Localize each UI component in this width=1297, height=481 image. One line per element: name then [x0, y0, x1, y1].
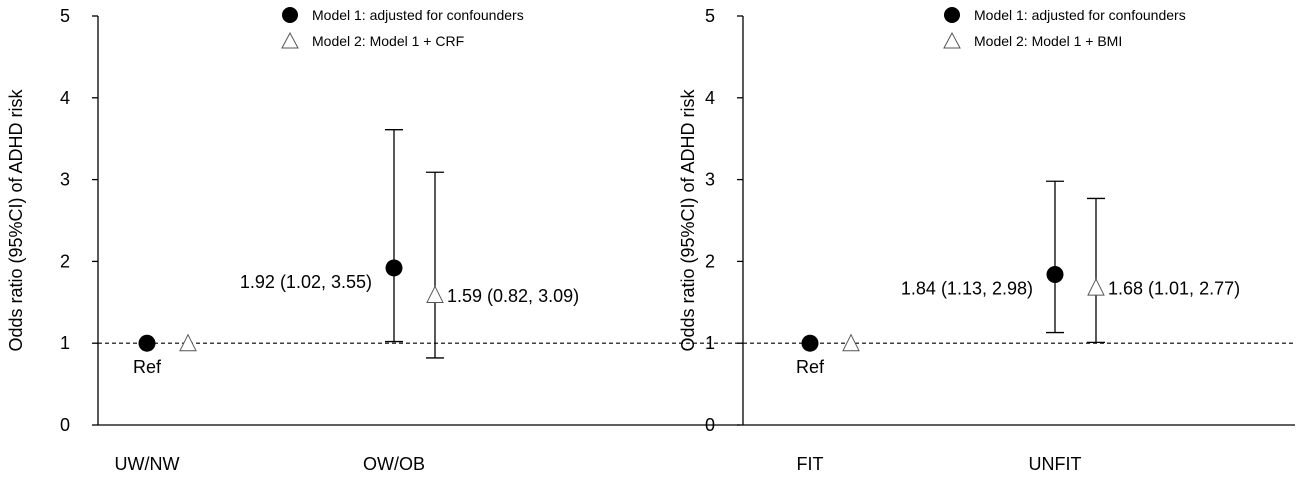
legend-model2-marker — [281, 31, 299, 49]
model1-point — [1046, 265, 1064, 283]
y-tick-label: 1 — [705, 333, 715, 353]
y-tick-label: 5 — [705, 6, 715, 26]
data-label: 1.59 (0.82, 3.09) — [447, 286, 579, 306]
legend-model2-marker — [943, 31, 961, 49]
legend-model1-marker — [282, 7, 298, 23]
legend-model1-label: Model 1: adjusted for confounders — [974, 7, 1186, 23]
chart-panel-2: 0 1 2 3 4 5 Odds ratio (95%CI) of ADHD risk FIT… — [678, 6, 1295, 474]
legend: Model 1: adjusted for confounders Model 2… — [281, 7, 524, 49]
legend-model1-label: Model 1: adjusted for confounders — [312, 7, 524, 23]
y-tick-label: 3 — [705, 170, 715, 190]
data-label: 1.92 (1.02, 3.55) — [240, 272, 372, 292]
model2-point — [426, 285, 444, 303]
data-label: 1.68 (1.01, 2.77) — [1108, 279, 1240, 299]
x-tick-label: FIT — [797, 454, 824, 474]
y-tick-label: 0 — [60, 415, 70, 435]
y-tick-label: 5 — [60, 6, 70, 26]
legend-model1-marker — [944, 7, 960, 23]
y-tick-label: 2 — [705, 251, 715, 271]
y-tick-label: 4 — [705, 88, 715, 108]
y-axis-title: Odds ratio (95%CI) of ADHD risk — [6, 88, 26, 351]
legend-model2-label: Model 2: Model 1 + CRF — [312, 33, 464, 49]
y-tick-label: 0 — [705, 415, 715, 435]
ref-label: Ref — [133, 357, 162, 377]
y-tick-label: 2 — [60, 251, 70, 271]
x-tick-label: UNFIT — [1029, 454, 1082, 474]
chart-panel-1: 0 1 2 3 4 5 Odds ratio (95%CI) of ADHD risk UW/… — [6, 6, 740, 474]
model1-point — [138, 334, 156, 352]
x-tick-label: OW/OB — [363, 454, 425, 474]
y-tick-label: 1 — [60, 333, 70, 353]
legend-model2-label: Model 2: Model 1 + BMI — [974, 33, 1122, 49]
y-axis-title: Odds ratio (95%CI) of ADHD risk — [678, 88, 698, 351]
legend: Model 1: adjusted for confounders Model 2… — [943, 7, 1186, 49]
model2-point — [1087, 277, 1105, 296]
model2-point — [179, 333, 197, 352]
model1-point — [801, 334, 819, 352]
x-tick-label: UW/NW — [115, 454, 180, 474]
model1-point — [385, 259, 403, 277]
ref-label: Ref — [796, 357, 825, 377]
model2-point — [842, 333, 860, 352]
data-label: 1.84 (1.13, 2.98) — [901, 278, 1033, 298]
y-tick-label: 4 — [60, 88, 70, 108]
y-tick-label: 3 — [60, 170, 70, 190]
